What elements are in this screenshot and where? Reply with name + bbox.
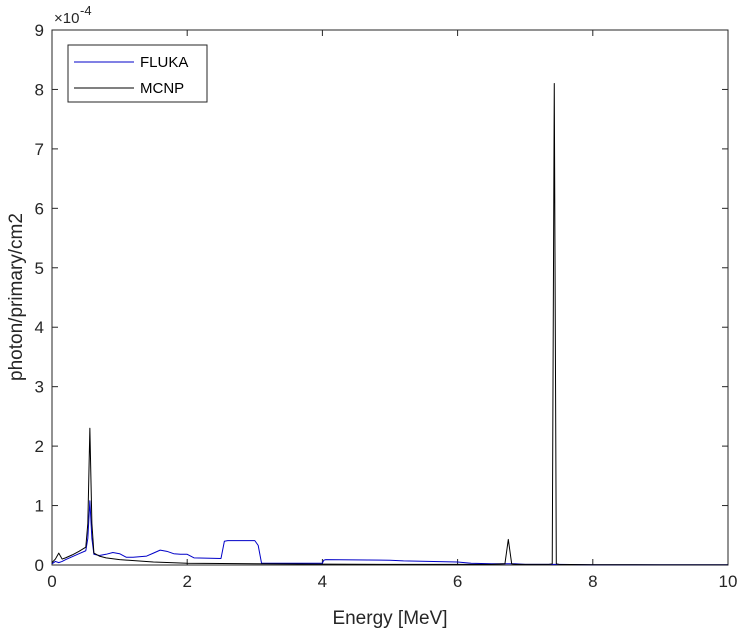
legend-label-mcnp: MCNP — [140, 80, 184, 97]
y-tick-label: 1 — [35, 497, 44, 516]
legend: FLUKA MCNP — [67, 44, 208, 103]
x-tick-label: 10 — [719, 572, 738, 591]
y-tick-label: 2 — [35, 437, 44, 456]
y-tick-label: 8 — [35, 80, 44, 99]
legend-label-fluka: FLUKA — [140, 54, 188, 71]
y-tick-label: 0 — [35, 556, 44, 575]
y-exponent-power: -4 — [80, 3, 92, 18]
y-axis-ticks: 0 1 2 3 4 5 6 7 8 9 — [35, 21, 728, 575]
series-line-mcnp — [51, 83, 729, 566]
x-tick-label: 8 — [588, 572, 597, 591]
x-axis-ticks: 0 2 4 6 8 10 — [47, 30, 737, 591]
x-tick-label: 0 — [47, 572, 56, 591]
series-layer — [51, 83, 729, 566]
y-exponent-base: ×10 — [54, 10, 79, 27]
legend-box — [67, 44, 208, 103]
y-tick-label: 5 — [35, 259, 44, 278]
y-exponent-label: ×10 -4 — [54, 3, 92, 27]
x-tick-label: 2 — [182, 572, 191, 591]
plot-area — [51, 29, 729, 566]
y-tick-label: 7 — [35, 140, 44, 159]
y-tick-label: 4 — [35, 318, 44, 337]
x-tick-label: 4 — [318, 572, 327, 591]
y-axis-label: photon/primary/cm2 — [6, 213, 27, 381]
y-tick-label: 9 — [35, 21, 44, 40]
series-line-fluka — [51, 500, 728, 566]
y-tick-label: 6 — [35, 199, 44, 218]
y-tick-label: 3 — [35, 378, 44, 397]
x-axis-label: Energy [MeV] — [332, 608, 447, 629]
x-tick-label: 6 — [453, 572, 462, 591]
